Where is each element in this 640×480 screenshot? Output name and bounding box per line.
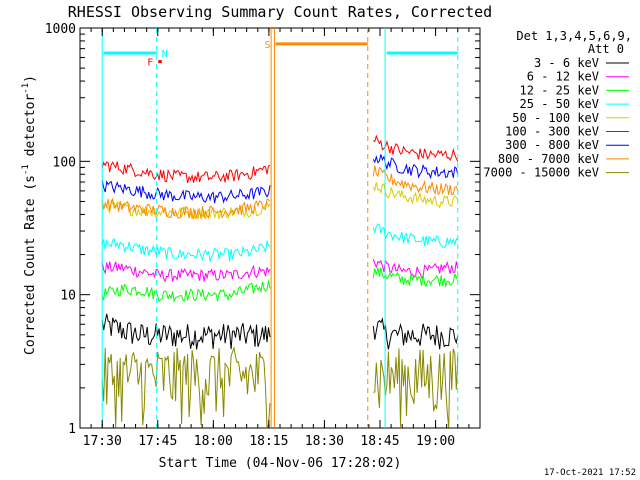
legend-header-1: Det 1,3,4,5,6,9,: [516, 29, 632, 43]
series-3-6-kev-segment-1: [101, 313, 271, 350]
y-tick-label: 1000: [45, 22, 76, 37]
series-100-300-kev-segment-2: [373, 134, 459, 162]
flag-label-F: F: [147, 58, 153, 69]
legend-label: 25 - 50 keV: [520, 97, 599, 111]
y-axis-label-main: Corrected Count Rate (s: [23, 175, 38, 355]
y-axis-label-mid: detector: [23, 94, 38, 165]
series-800-7000-kev-segment-2: [372, 165, 459, 196]
series-50-100-kev-segment-2: [372, 182, 459, 209]
y-tick-label: 100: [53, 155, 76, 170]
series-3-6-kev-segment-2: [372, 317, 459, 350]
legend-label: 50 - 100 keV: [512, 111, 599, 125]
legend-label: 800 - 7000 keV: [498, 152, 599, 166]
instrument-state-markers: NF S: [101, 28, 459, 428]
series-6-12-kev-segment-1: [101, 261, 271, 283]
chart-title: RHESSI Observing Summary Count Rates, Co…: [68, 3, 492, 21]
series-300-800-kev-segment-1: [101, 180, 271, 204]
series-50-100-kev-segment-1: [101, 198, 271, 221]
x-tick-label: 17:45: [138, 434, 177, 449]
y-tick-label: 1: [68, 422, 76, 437]
series-6-12-kev-segment-2: [372, 258, 459, 279]
series-7000-15000-kev-segment-2: [373, 348, 459, 428]
legend-header-2: Att 0: [588, 42, 624, 56]
x-tick-label: 18:45: [360, 434, 399, 449]
plot-frame: [79, 27, 481, 429]
y-axis-label-exp2: -1: [21, 83, 31, 94]
series-12-25-kev-segment-2: [372, 267, 459, 288]
series-100-300-kev-segment-1: [101, 161, 271, 184]
series-25-50-kev-segment-2: [372, 223, 459, 248]
x-tick-label: 18:30: [305, 434, 344, 449]
flag-label-S: S: [265, 40, 271, 51]
x-axis-label: Start Time (04-Nov-06 17:28:02): [159, 456, 402, 471]
series-25-50-kev-segment-1: [101, 238, 271, 264]
series-800-7000-kev-segment-1: [101, 197, 271, 220]
y-axis-label: Corrected Count Rate (s-1 detector-1): [21, 75, 38, 355]
x-tick-label: 19:00: [416, 434, 455, 449]
x-tick-label: 18:15: [249, 434, 288, 449]
series-layer: [101, 134, 459, 429]
series-12-25-kev-segment-1: [101, 280, 271, 304]
footer-date: 17-Oct-2021 17:52: [544, 468, 636, 478]
y-axis-label-end: ): [23, 75, 38, 83]
legend-label: 3 - 6 keV: [534, 56, 599, 70]
y-tick-label: 10: [60, 289, 76, 304]
legend-label: 12 - 25 keV: [520, 83, 599, 97]
legend-label: 100 - 300 keV: [505, 125, 599, 139]
axes: 17:30 17:45 18:00 18:15 18:30 18:45 19:00 1 10 10…: [45, 22, 480, 449]
legend-label: 7000 - 15000 keV: [483, 166, 599, 180]
x-tick-label: 18:00: [194, 434, 233, 449]
legend-label: 300 - 800 keV: [505, 138, 599, 152]
y-axis-label-exp1: -1: [21, 164, 31, 175]
series-7000-15000-kev-segment-1: [101, 346, 271, 429]
x-tick-label: 17:30: [83, 434, 122, 449]
flag-label-N: N: [162, 49, 168, 60]
legend-label: 6 - 12 keV: [527, 70, 599, 84]
series-300-800-kev-segment-2: [372, 154, 459, 180]
